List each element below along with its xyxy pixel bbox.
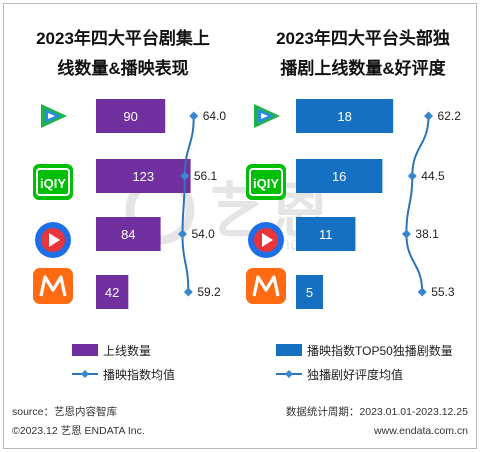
- right-legend-bar-label: 播映指数TOP50独播剧数量: [307, 343, 453, 358]
- left-bar-3: [96, 275, 129, 309]
- tencent-video-icon: [33, 98, 73, 134]
- right-line-point-3: [417, 287, 427, 297]
- left-bar-series: 90 123 84 42: [96, 99, 191, 309]
- right-bar-0: [296, 99, 394, 133]
- left-line-point-1: [180, 171, 190, 181]
- right-legend-line-marker: [285, 370, 293, 378]
- right-legend: 播映指数TOP50独播剧数量 独播剧好评度均值: [276, 343, 453, 382]
- footer-source: source：艺恩内容智库: [12, 405, 117, 418]
- right-line-series: 62.2 44.5 38.1 55.3: [401, 109, 462, 299]
- right-line-point-2: [401, 229, 411, 239]
- right-bar-1: [296, 159, 383, 193]
- left-line-label-3: 59.2: [197, 285, 221, 299]
- right-title-line1: 2023年四大平台头部独: [276, 28, 450, 48]
- left-title-line2: 线数量&播映表现: [57, 58, 188, 78]
- mango-tv-icon: [33, 268, 73, 304]
- right-bar-label-0: 18: [337, 109, 351, 124]
- svg-text:iQIY: iQIY: [253, 176, 279, 191]
- left-bar-label-1: 123: [132, 169, 154, 184]
- left-legend-line-label: 播映指数均值: [103, 367, 175, 382]
- left-line-point-2: [178, 229, 187, 239]
- left-line-label-1: 56.1: [194, 169, 218, 183]
- left-line-series: 64.0 56.1 54.0 59.2: [178, 109, 226, 299]
- youku-icon: [248, 222, 284, 258]
- left-bar-label-2: 84: [121, 227, 135, 242]
- left-bar-0: [96, 99, 166, 133]
- left-legend-bar-label: 上线数量: [103, 343, 151, 358]
- footer-date-range: 数据统计周期：2023.01.01-2023.12.25: [286, 405, 468, 418]
- right-line-point-0: [424, 111, 434, 121]
- left-legend: 上线数量 播映指数均值: [72, 343, 175, 382]
- mango-tv-icon: [246, 268, 286, 304]
- right-line-label-3: 55.3: [431, 285, 455, 299]
- left-line-label-0: 64.0: [203, 109, 227, 123]
- iqiyi-icon: iQIY: [33, 164, 73, 200]
- footer-copyright: ©2023.12 艺恩 ENDATA Inc.: [12, 425, 145, 437]
- youku-icon: [35, 222, 71, 258]
- right-legend-line-label: 独播剧好评度均值: [307, 367, 403, 382]
- right-bar-label-2: 11: [319, 227, 333, 242]
- right-bar-series: 18 16 11 5: [296, 99, 394, 309]
- left-bar-label-0: 90: [123, 109, 137, 124]
- tencent-video-icon: [246, 98, 286, 134]
- left-bar-1: [96, 159, 191, 193]
- right-title-line2: 播剧上线数量&好评度: [280, 58, 446, 78]
- right-bar-label-3: 5: [306, 285, 313, 300]
- left-icons: iQIY: [33, 98, 73, 304]
- right-legend-bar-swatch: [276, 344, 302, 356]
- left-line-point-3: [183, 287, 193, 297]
- right-line-label-0: 62.2: [438, 109, 462, 123]
- right-bar-label-1: 16: [332, 169, 346, 184]
- left-line-label-2: 54.0: [192, 227, 216, 241]
- left-line-point-0: [189, 111, 199, 121]
- iqiyi-icon: iQIY: [246, 164, 286, 200]
- left-bar-label-3: 42: [105, 285, 119, 300]
- left-title-line1: 2023年四大平台剧集上: [36, 28, 210, 48]
- right-line-label-1: 44.5: [421, 169, 445, 183]
- left-line-path: [181, 115, 195, 293]
- left-legend-bar-swatch: [72, 344, 98, 356]
- right-bar-2: [296, 217, 356, 251]
- left-bar-2: [96, 217, 161, 251]
- left-legend-line-marker: [81, 370, 89, 378]
- right-icons: iQIY: [246, 98, 286, 304]
- svg-text:iQIY: iQIY: [40, 176, 66, 191]
- right-line-point-1: [407, 171, 417, 181]
- right-bar-3: [296, 275, 323, 309]
- footer-website: www.endata.com.cn: [373, 425, 468, 437]
- right-line-path: [405, 115, 430, 293]
- right-line-label-2: 38.1: [415, 227, 439, 241]
